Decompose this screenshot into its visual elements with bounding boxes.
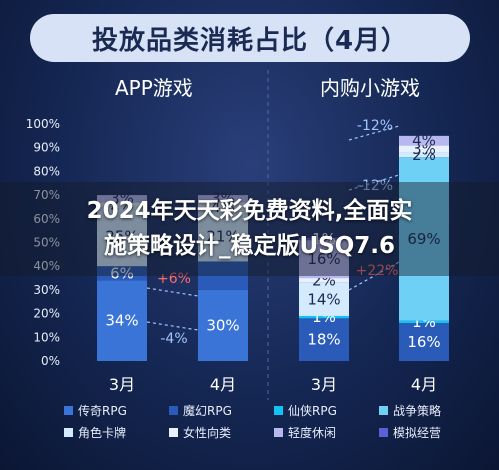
bar-segment <box>97 266 147 281</box>
bar-segment <box>299 315 349 319</box>
legend-label: 传奇RPG <box>78 404 127 418</box>
legend-item: 模拟经营 <box>379 424 441 441</box>
legend-item: 仙侠RPG <box>274 402 337 419</box>
bar-data-label: 21% <box>206 228 239 246</box>
legend-label: 战争策略 <box>393 404 442 418</box>
bar-segment <box>97 202 147 207</box>
bar-data-label: 69% <box>407 230 440 248</box>
annotation-connector <box>348 125 400 141</box>
bar-segment <box>198 202 248 212</box>
y-tick-label: 30% <box>33 283 60 297</box>
annotation-connector <box>146 321 199 331</box>
bar-data-label: 3% <box>110 190 134 208</box>
bar-data-label: 16% <box>407 333 440 351</box>
legend-label: 女性向类 <box>183 426 232 440</box>
legend-item: 传奇RPG <box>64 402 127 419</box>
bar-data-label: 34% <box>105 312 138 330</box>
bar-segment <box>97 195 147 203</box>
bar-segment <box>198 211 248 262</box>
change-annotation: -4% <box>160 331 187 347</box>
legend-swatch <box>379 406 388 415</box>
bar-data-label: 14% <box>307 290 340 308</box>
bar-segment <box>299 240 349 279</box>
bar-data-label: 1% <box>312 230 336 248</box>
y-tick-label: 90% <box>33 141 60 155</box>
x-category-label: 4月 <box>411 375 437 394</box>
x-category-label: 4月 <box>210 375 236 394</box>
bar-data-label: 3% <box>211 190 235 208</box>
bar-segment <box>299 278 349 283</box>
annotation-connector <box>348 174 400 191</box>
overlay-line-2: 施策略设计_稳定版USQ7.6 <box>103 233 396 259</box>
change-annotation: -12% <box>357 178 393 194</box>
bar-segment <box>399 157 449 321</box>
bar-segment <box>299 282 349 316</box>
legend-label: 仙侠RPG <box>288 404 337 418</box>
y-tick-label: 0% <box>41 354 60 368</box>
legend-swatch <box>274 428 283 437</box>
bar-segment <box>299 318 349 361</box>
y-tick-label: 100% <box>26 117 60 131</box>
legend-item: 女性向类 <box>169 424 231 441</box>
bar-segment <box>97 206 147 267</box>
x-category-label: 3月 <box>311 375 337 394</box>
legend-item: 轻度休闲 <box>274 424 336 441</box>
legend-swatch <box>169 428 178 437</box>
legend-swatch <box>64 428 73 437</box>
y-tick-label: 80% <box>33 164 60 178</box>
y-tick-label: 20% <box>33 307 60 321</box>
bar-segment <box>299 237 349 241</box>
group-title-app: APP游戏 <box>115 76 193 100</box>
bar-data-label: 18% <box>307 331 340 349</box>
annotation-connector <box>146 287 199 297</box>
bar-data-label: 4% <box>211 198 235 216</box>
legend-swatch <box>274 406 283 415</box>
bar-segment <box>399 152 449 158</box>
legend-item: 战争策略 <box>379 402 441 419</box>
legend-label: 魔幻RPG <box>183 404 232 418</box>
y-tick-label: 50% <box>33 236 60 250</box>
y-tick-label: 40% <box>33 259 60 273</box>
bar-segment <box>399 135 449 146</box>
legend-item: 魔幻RPG <box>169 402 232 419</box>
y-tick-label: 10% <box>33 330 60 344</box>
bar-data-label: 25% <box>105 228 138 246</box>
legend-swatch <box>64 406 73 415</box>
bar-segment <box>198 261 248 290</box>
change-annotation: -12% <box>357 118 393 134</box>
bar-data-label: 16% <box>307 250 340 268</box>
legend-label: 轻度休闲 <box>288 426 337 440</box>
bar-data-label: 4% <box>412 132 436 150</box>
text-overlay-band <box>0 182 499 276</box>
chart-title: 投放品类消耗占比（4月） <box>91 25 409 56</box>
x-category-label: 3月 <box>109 375 135 394</box>
legend-swatch <box>169 406 178 415</box>
legend-label: 模拟经营 <box>393 426 442 440</box>
group-title-minigame: 内购小游戏 <box>320 76 420 100</box>
y-tick-label: 60% <box>33 212 60 226</box>
legend-swatch <box>379 428 388 437</box>
bar-segment <box>97 280 147 361</box>
change-annotation: +22% <box>356 263 399 279</box>
bar-segment <box>399 320 449 324</box>
legend-item: 角色卡牌 <box>64 424 126 441</box>
change-annotation: +6% <box>157 271 191 287</box>
overlay-text: 2024年天天彩免费资料,全面实 施策略设计_稳定版USQ7.6 <box>0 194 499 264</box>
bar-data-label: 30% <box>206 316 239 334</box>
title-pill: 投放品类消耗占比（4月） <box>30 14 470 62</box>
bar-segment <box>198 289 248 361</box>
bar-segment <box>399 323 449 361</box>
bar-data-label: 6% <box>110 264 134 282</box>
bar-segment <box>399 145 449 153</box>
y-tick-label: 70% <box>33 188 60 202</box>
overlay-line-1: 2024年天天彩免费资料,全面实 <box>86 198 413 224</box>
legend-label: 角色卡牌 <box>78 426 127 440</box>
bar-segment <box>198 195 248 203</box>
